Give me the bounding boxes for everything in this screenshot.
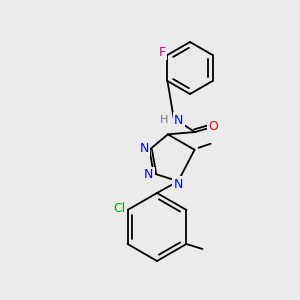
Text: Cl: Cl bbox=[113, 202, 126, 214]
Text: H: H bbox=[160, 115, 168, 125]
Text: N: N bbox=[174, 113, 183, 127]
Text: N: N bbox=[173, 178, 183, 191]
Text: O: O bbox=[208, 121, 218, 134]
Text: N: N bbox=[144, 168, 153, 181]
Text: F: F bbox=[159, 46, 166, 59]
Text: N: N bbox=[140, 142, 149, 155]
